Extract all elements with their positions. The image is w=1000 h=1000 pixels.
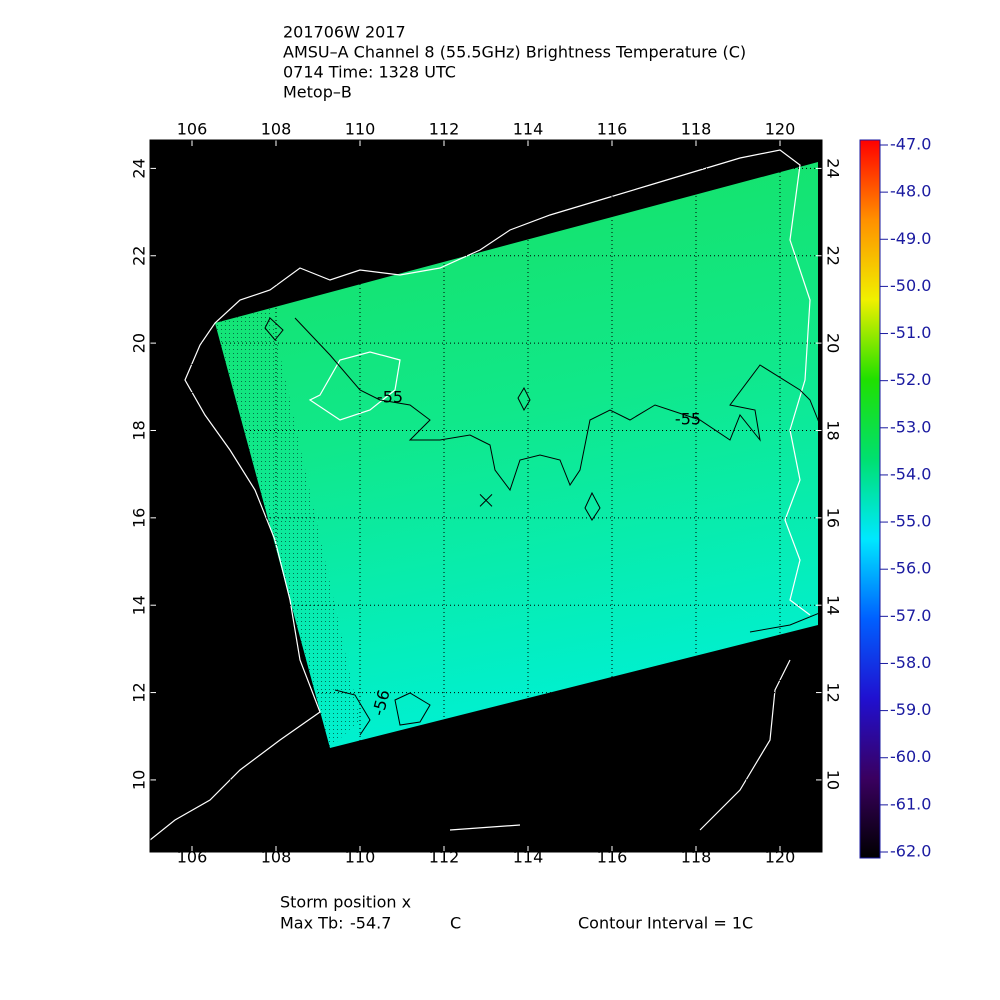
colorbar-label: -53.0 <box>890 417 931 436</box>
colorbar-label: -50.0 <box>890 276 931 295</box>
x-tick-label: 118 <box>681 848 712 867</box>
colorbar-label: -48.0 <box>890 182 931 201</box>
x-tick-label: 112 <box>429 120 460 139</box>
y-tick-label: 18 <box>130 420 149 440</box>
y-tick-label: 10 <box>130 770 149 790</box>
y-tick-label: 24 <box>824 158 843 178</box>
y-tick-label: 12 <box>824 682 843 702</box>
x-tick-label: 108 <box>261 848 292 867</box>
x-tick-label: 108 <box>261 120 292 139</box>
max-tb-label: Max Tb: <box>280 914 343 933</box>
y-tick-label: 14 <box>824 595 843 615</box>
title-line: 0714 Time: 1328 UTC <box>283 63 456 82</box>
title-line: AMSU–A Channel 8 (55.5GHz) Brightness Te… <box>283 43 746 62</box>
map-frame <box>149 139 823 853</box>
contour-interval: Contour Interval = 1C <box>578 914 753 933</box>
colorbar-label: -61.0 <box>890 794 931 813</box>
y-tick-label: 12 <box>130 682 149 702</box>
x-tick-label: 116 <box>597 848 628 867</box>
y-tick-label: 24 <box>130 158 149 178</box>
x-tick-label: 110 <box>345 848 376 867</box>
colorbar-label: -47.0 <box>890 135 931 154</box>
colorbar-label: -55.0 <box>890 512 931 531</box>
colorbar-label: -57.0 <box>890 606 931 625</box>
coastline <box>150 149 811 841</box>
colorbar-label: -60.0 <box>890 747 931 766</box>
contour-label: -55 <box>675 410 701 429</box>
map-area <box>150 149 822 841</box>
x-tick-label: 110 <box>345 120 376 139</box>
y-tick-label: 16 <box>130 508 149 528</box>
y-tick-label: 20 <box>824 333 843 353</box>
y-tick-label: 22 <box>130 246 149 266</box>
colorbar-label: -54.0 <box>890 464 931 483</box>
y-tick-label: 20 <box>130 333 149 353</box>
x-tick-label: 114 <box>513 120 544 139</box>
colorbar-fill <box>859 139 881 859</box>
colorbar-label: -58.0 <box>890 653 931 672</box>
x-tick-label: 116 <box>597 120 628 139</box>
colorbar: -47.0 -48.0 -49.0 -50.0 -51.0 -52.0 -53.0 -54.0… <box>859 135 931 861</box>
title-line: 201706W 2017 <box>283 23 406 42</box>
title-line: Metop–B <box>283 83 352 102</box>
x-tick-label: 120 <box>765 120 796 139</box>
x-tick-label: 114 <box>513 848 544 867</box>
contour-line <box>264 317 822 736</box>
y-tick-label: 22 <box>824 246 843 266</box>
colorbar-label: -62.0 <box>890 842 931 861</box>
colorbar-label: -52.0 <box>890 370 931 389</box>
y-tick-label: 10 <box>824 770 843 790</box>
colorbar-label: -49.0 <box>890 229 931 248</box>
swath <box>215 162 818 748</box>
colorbar-label: -56.0 <box>890 559 931 578</box>
max-tb-value: -54.7 <box>350 914 391 933</box>
x-tick-label: 112 <box>429 848 460 867</box>
x-tick-label: 120 <box>765 848 796 867</box>
x-tick-label: 118 <box>681 120 712 139</box>
x-tick-label: 106 <box>177 120 208 139</box>
swath-edge <box>215 309 360 748</box>
max-tb-unit: C <box>450 914 461 933</box>
storm-position <box>479 494 493 507</box>
x-tick-label: 106 <box>177 848 208 867</box>
storm-label: Storm position x <box>280 893 411 912</box>
y-tick-label: 16 <box>824 508 843 528</box>
y-tick-label: 14 <box>130 595 149 615</box>
y-tick-label: 18 <box>824 420 843 440</box>
colorbar-label: -59.0 <box>890 700 931 719</box>
colorbar-label: -51.0 <box>890 323 931 342</box>
contour-label: -55 <box>377 388 403 407</box>
